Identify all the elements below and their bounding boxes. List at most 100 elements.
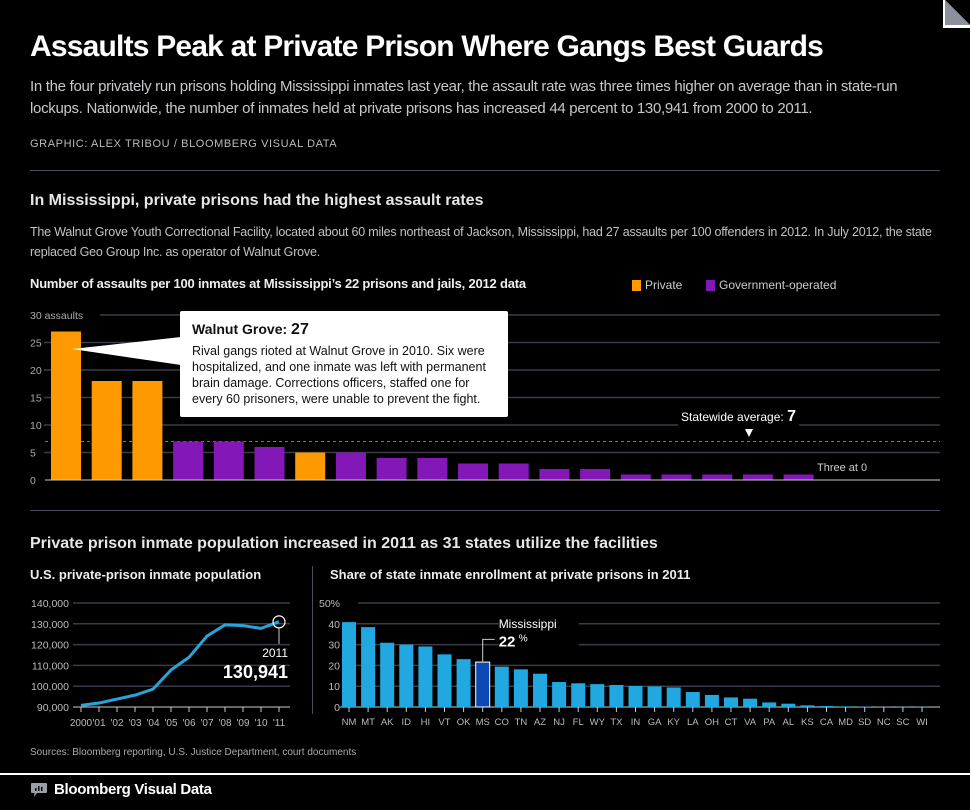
bar-KY (666, 687, 681, 707)
bar-government (498, 463, 529, 480)
x-tick-label: SD (858, 717, 871, 728)
x-tick-label: AZ (534, 717, 546, 728)
bar-FL (571, 683, 586, 707)
bar-highlight-MS (475, 661, 491, 708)
bar-MT (361, 627, 376, 707)
bar-government (376, 458, 407, 480)
bar-OK (456, 659, 471, 707)
bar-ID (399, 644, 414, 707)
page-curl-icon[interactable] (940, 0, 970, 30)
x-tick-label: AL (782, 717, 794, 728)
x-tick-label: PA (763, 717, 776, 728)
x-tick-label: VT (438, 717, 450, 728)
x-tick-label: NJ (553, 717, 565, 728)
y-tick-label: 120,000 (31, 640, 69, 652)
x-tick-label: '04 (146, 718, 159, 729)
bar-government (580, 469, 611, 480)
bar-private (91, 381, 122, 480)
legend-swatch-government (706, 279, 715, 291)
y-tick-label: 100,000 (31, 681, 69, 693)
population-chart-title: U.S. private-prison inmate population (30, 567, 262, 582)
population-line (80, 620, 280, 707)
legend-swatch-private (632, 279, 641, 291)
footer-divider (0, 773, 970, 775)
callout-pointer (72, 337, 181, 365)
x-tick-label: KS (801, 717, 814, 728)
page-title: Assaults Peak at Private Prison Where Ga… (30, 30, 824, 63)
bar-MD (838, 706, 853, 707)
y-tick-label: 5 (30, 448, 36, 460)
bar-KS (800, 705, 815, 707)
annotation-value: 130,941 (223, 662, 288, 682)
x-tick-label: '06 (182, 718, 195, 729)
x-tick-label: '01 (92, 718, 105, 729)
bar-AZ (533, 673, 547, 707)
bar-OH (704, 694, 719, 707)
callout-value: 27 (291, 321, 309, 338)
x-tick-label: '10 (254, 718, 267, 729)
x-tick-label: KY (667, 717, 680, 728)
bar-VA (743, 698, 758, 707)
x-tick-label: '05 (164, 718, 177, 729)
x-tick-label: VA (744, 717, 757, 728)
bar-TX (609, 684, 624, 707)
bar-government (783, 474, 814, 480)
x-tick-label: TX (610, 717, 623, 728)
x-tick-label: CA (820, 717, 834, 728)
x-tick-label: NC (877, 717, 891, 728)
vertical-divider (312, 566, 313, 714)
y-tick-label: 15 (30, 393, 42, 405)
bar-government (173, 441, 204, 480)
y-tick-label: 30 (328, 640, 340, 652)
y-tick-label: 10 (328, 681, 340, 693)
bar-CA (819, 705, 834, 707)
x-tick-label: MS (476, 717, 490, 728)
x-tick-label: OH (705, 717, 719, 728)
x-tick-label: NM (342, 717, 357, 728)
brand-footer: Bloomberg Visual Data (30, 781, 212, 798)
x-tick-label: OK (457, 717, 471, 728)
x-tick-label: '09 (236, 718, 249, 729)
bar-private (51, 331, 81, 480)
y-tick-label: 20 (30, 365, 42, 377)
legend-item-government: Government-operated (706, 278, 836, 292)
y-tick-label: 25 (30, 338, 42, 350)
bar-government (661, 474, 692, 480)
bar-GA (647, 686, 662, 707)
x-tick-label: SC (896, 717, 909, 728)
annotation-unit: % (519, 634, 528, 645)
assault-chart-title: Number of assaults per 100 inmates at Mi… (30, 276, 526, 291)
average-marker-icon (745, 429, 753, 437)
bar-private (132, 381, 163, 480)
section1-title: In Mississippi, private prisons had the … (30, 192, 484, 209)
x-tick-label: MT (361, 717, 375, 728)
bar-WY (590, 684, 605, 707)
x-tick-label: '11 (273, 718, 286, 729)
bar-NM (342, 622, 356, 707)
bar-government (213, 441, 244, 480)
x-tick-label: HI (421, 717, 431, 728)
bar-IN (628, 685, 643, 707)
population-line-chart: 90,000 100,000 110,000 120,000 130,000 140,00… (31, 598, 290, 729)
page-subtitle: In the four privately run prisons holdin… (30, 78, 898, 117)
bar-AL (781, 703, 796, 707)
callout-title: Walnut Grove: 27 (192, 321, 496, 339)
divider (30, 510, 940, 511)
bar-government (539, 469, 570, 480)
callout-body: Rival gangs rioted at Walnut Grove in 20… (192, 344, 486, 406)
x-tick-label: MD (838, 717, 853, 728)
x-tick-label: CT (725, 717, 738, 728)
sources-note: Sources: Bloomberg reporting, U.S. Justi… (30, 747, 357, 758)
bar-VT (437, 654, 452, 707)
x-tick-label: IN (631, 717, 641, 728)
x-tick-label: ID (402, 717, 412, 728)
annotation-year: 2011 (262, 646, 288, 660)
bar-government (620, 474, 651, 480)
legend-label: Private (645, 278, 683, 292)
annotation-label: Mississippi (499, 617, 557, 631)
x-tick-label: LA (687, 717, 699, 728)
callout-label: Walnut Grove: (192, 321, 288, 337)
bar-private (295, 452, 326, 480)
x-tick-label: CO (495, 717, 509, 728)
zero-note: Three at 0 (817, 462, 868, 474)
